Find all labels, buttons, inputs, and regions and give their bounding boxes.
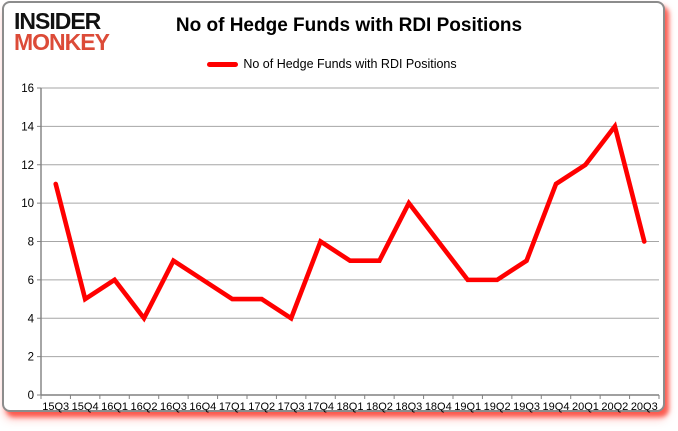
x-axis-label: 15Q3 (42, 401, 69, 413)
x-axis-label: 20Q2 (601, 401, 628, 413)
x-axis-label: 20Q1 (572, 401, 599, 413)
x-axis-label: 17Q1 (219, 401, 246, 413)
x-axis-label: 19Q4 (543, 401, 570, 413)
y-axis-label: 16 (21, 83, 34, 95)
y-axis-label: 10 (21, 198, 34, 210)
x-axis-label: 18Q1 (337, 401, 364, 413)
x-axis-label: 16Q1 (101, 401, 128, 413)
x-axis-label: 16Q3 (160, 401, 187, 413)
y-axis-label: 2 (28, 352, 34, 364)
chart-card (2, 1, 665, 412)
y-axis-label: 8 (28, 237, 34, 249)
x-axis-label: 18Q2 (366, 401, 393, 413)
x-axis-label: 15Q4 (72, 401, 99, 413)
x-axis-label: 20Q3 (631, 401, 658, 413)
y-axis-label: 6 (28, 275, 34, 287)
x-axis-label: 16Q4 (189, 401, 216, 413)
x-axis-label: 17Q3 (278, 401, 305, 413)
legend: No of Hedge Funds with RDI Positions (0, 57, 664, 71)
x-axis-label: 17Q2 (248, 401, 275, 413)
logo-line-monkey: MONKEY (14, 29, 110, 56)
y-axis-label: 4 (28, 313, 35, 325)
x-axis-label: 19Q3 (513, 401, 540, 413)
x-axis-label: 18Q4 (425, 401, 452, 413)
legend-label: No of Hedge Funds with RDI Positions (243, 57, 457, 71)
logo-line-insider: INSIDER (14, 8, 101, 34)
y-axis-label: 12 (21, 160, 34, 172)
insider-monkey-logo: INSIDER MONKEY (14, 8, 110, 56)
x-axis-label: 16Q2 (131, 401, 158, 413)
y-axis-label: 0 (28, 390, 34, 402)
x-axis-label: 18Q3 (395, 401, 422, 413)
page-title: No of Hedge Funds with RDI Positions (175, 15, 523, 36)
y-axis-label: 14 (21, 121, 34, 133)
x-axis-label: 17Q4 (307, 401, 334, 413)
series-line-no-of-hedge-funds (53, 121, 647, 323)
legend-line-icon (207, 61, 239, 67)
x-axis-label: 19Q2 (484, 401, 511, 413)
x-axis-label: 19Q1 (454, 401, 481, 413)
